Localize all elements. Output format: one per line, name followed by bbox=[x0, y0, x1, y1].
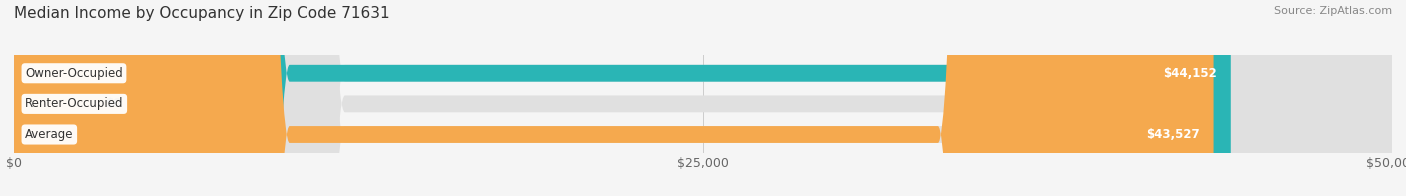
Text: Owner-Occupied: Owner-Occupied bbox=[25, 67, 122, 80]
FancyBboxPatch shape bbox=[14, 0, 1392, 196]
FancyBboxPatch shape bbox=[14, 0, 1213, 196]
Text: Renter-Occupied: Renter-Occupied bbox=[25, 97, 124, 110]
Text: Median Income by Occupancy in Zip Code 71631: Median Income by Occupancy in Zip Code 7… bbox=[14, 6, 389, 21]
FancyBboxPatch shape bbox=[0, 0, 152, 196]
Text: Source: ZipAtlas.com: Source: ZipAtlas.com bbox=[1274, 6, 1392, 16]
FancyBboxPatch shape bbox=[14, 0, 1392, 196]
Text: Average: Average bbox=[25, 128, 73, 141]
Text: $0: $0 bbox=[105, 97, 121, 110]
Text: $44,152: $44,152 bbox=[1163, 67, 1218, 80]
FancyBboxPatch shape bbox=[14, 0, 1230, 196]
FancyBboxPatch shape bbox=[14, 0, 1392, 196]
Text: $43,527: $43,527 bbox=[1146, 128, 1199, 141]
